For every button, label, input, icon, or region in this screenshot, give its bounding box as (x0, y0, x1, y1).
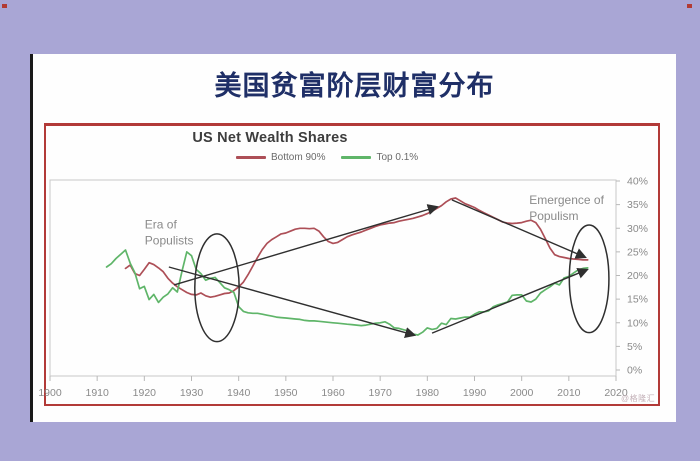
legend-line-icon-bottom-90 (236, 156, 266, 159)
screen-artifact-right (687, 4, 692, 8)
screen-artifact-left (2, 4, 7, 8)
page-title: 美国贫富阶层财富分布 (214, 71, 495, 102)
chart-frame (44, 123, 660, 406)
legend-item-bottom-90: Bottom 90% (236, 152, 325, 163)
legend-item-top-01: Top 0.1% (341, 152, 418, 163)
legend-label-bottom-90: Bottom 90% (271, 152, 326, 163)
legend-line-icon-top-01 (341, 156, 372, 159)
watermark: @格隆汇 (621, 394, 656, 403)
legend-label-top-01: Top 0.1% (376, 152, 419, 163)
chart-title: US Net Wealth Shares (192, 130, 348, 146)
chart-legend: Bottom 90% Top 0.1% (236, 152, 418, 163)
